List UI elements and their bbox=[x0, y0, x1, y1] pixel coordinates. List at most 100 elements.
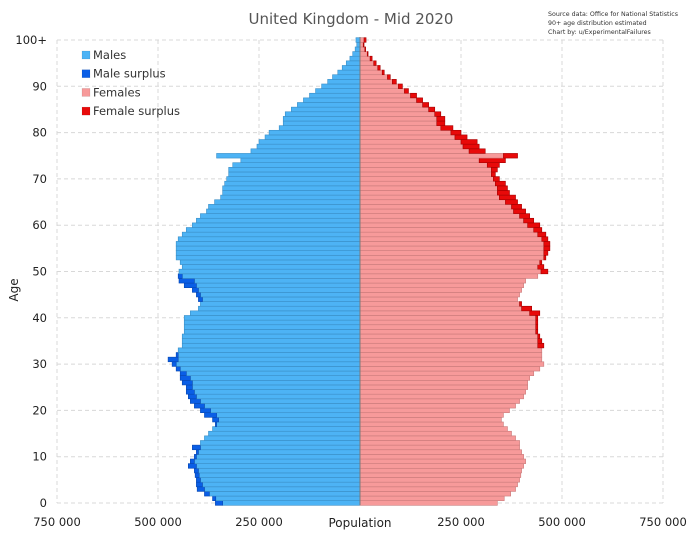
female-bar bbox=[359, 486, 516, 492]
female-bar bbox=[359, 389, 526, 395]
female-bar bbox=[359, 426, 508, 432]
male-surplus-bar bbox=[196, 481, 203, 488]
female-surplus-bar bbox=[523, 217, 535, 224]
y-tick-label: 90 bbox=[32, 79, 47, 93]
y-tick-label: 10 bbox=[32, 450, 47, 464]
female-surplus-bar bbox=[541, 236, 549, 242]
female-surplus-bar bbox=[519, 213, 530, 219]
legend-male-surplus: Male surplus bbox=[81, 67, 166, 81]
female-bar bbox=[359, 347, 543, 353]
female-bar bbox=[359, 310, 530, 316]
male-bar bbox=[177, 352, 361, 358]
x-tick-label: 750 000 bbox=[639, 515, 687, 529]
female-bar bbox=[359, 282, 524, 289]
female-bar bbox=[359, 430, 512, 437]
male-surplus-bar bbox=[198, 296, 203, 302]
x-tick-label: 500 000 bbox=[134, 515, 182, 529]
female-surplus-bar bbox=[529, 310, 541, 316]
male-bar bbox=[198, 305, 361, 312]
male-bar bbox=[200, 440, 361, 446]
male-bar bbox=[226, 176, 361, 182]
female-bar bbox=[359, 241, 545, 247]
female-bar bbox=[359, 111, 436, 117]
female-surplus-bar bbox=[537, 338, 543, 344]
female-bar bbox=[359, 231, 539, 238]
female-bar bbox=[359, 37, 365, 43]
female-surplus-bar bbox=[362, 42, 365, 48]
female-bar bbox=[359, 60, 375, 66]
female-bar bbox=[359, 264, 539, 270]
female-bar bbox=[359, 412, 504, 418]
male-bar bbox=[209, 491, 361, 497]
y-tick-label: 20 bbox=[32, 403, 47, 417]
female-surplus-bar bbox=[490, 171, 496, 177]
y-tick-label: 80 bbox=[32, 126, 47, 140]
female-bar bbox=[359, 403, 516, 409]
male-bar bbox=[200, 292, 361, 298]
legend-swatch bbox=[81, 88, 91, 97]
male-surplus-bar bbox=[175, 366, 181, 372]
female-bar bbox=[359, 153, 504, 159]
male-bar bbox=[206, 208, 361, 214]
female-surplus-bar bbox=[533, 227, 543, 233]
male-bar bbox=[196, 282, 361, 289]
x-tick-label: 250 000 bbox=[437, 515, 485, 529]
male-bar bbox=[222, 185, 361, 191]
female-bar bbox=[359, 333, 539, 339]
male-bar bbox=[181, 333, 361, 339]
male-surplus-bar bbox=[171, 361, 177, 367]
male-bar bbox=[202, 296, 361, 302]
female-bar bbox=[359, 97, 417, 103]
female-bar bbox=[359, 171, 492, 177]
male-surplus-bar bbox=[196, 477, 201, 483]
male-bar bbox=[175, 241, 361, 247]
female-surplus-bar bbox=[499, 194, 516, 201]
male-bar bbox=[215, 495, 361, 501]
y-tick-label: 40 bbox=[32, 311, 47, 325]
female-bar bbox=[359, 55, 371, 62]
female-surplus-bar bbox=[422, 102, 429, 108]
y-axis-ticks: 0 10 20 30 40 50 60 70 80 90 100+ bbox=[15, 33, 47, 510]
female-bar bbox=[359, 157, 480, 163]
male-bar bbox=[204, 486, 361, 492]
female-bar bbox=[359, 148, 470, 154]
male-surplus-bar bbox=[194, 403, 205, 409]
male-bar bbox=[196, 217, 361, 224]
female-surplus-bar bbox=[398, 83, 403, 89]
female-bar bbox=[359, 185, 498, 191]
male-bar bbox=[321, 83, 361, 89]
female-bar bbox=[359, 329, 537, 335]
male-surplus-bar bbox=[185, 384, 193, 390]
male-bar bbox=[214, 199, 361, 205]
male-surplus-bar bbox=[188, 463, 197, 469]
female-bar bbox=[359, 46, 366, 52]
male-bar bbox=[232, 162, 361, 168]
legend-label: Female surplus bbox=[93, 104, 180, 118]
legend-label: Male surplus bbox=[93, 67, 166, 81]
female-bar bbox=[359, 393, 524, 400]
female-bar bbox=[359, 222, 528, 228]
female-bar bbox=[359, 421, 504, 427]
male-bar bbox=[194, 458, 361, 464]
annotation-chart-by: Chart by: u/ExperimentalFailures bbox=[548, 29, 651, 36]
legend-swatch bbox=[81, 106, 91, 116]
male-surplus-bar bbox=[188, 393, 197, 400]
male-bar bbox=[181, 264, 361, 270]
legend-swatch bbox=[81, 50, 91, 60]
female-surplus-bar bbox=[535, 319, 539, 326]
female-bar bbox=[359, 199, 506, 205]
male-surplus-bar bbox=[192, 444, 201, 451]
female-surplus-bar bbox=[543, 250, 549, 256]
female-surplus-bar bbox=[490, 167, 498, 173]
female-surplus-bar bbox=[497, 190, 510, 196]
female-bar bbox=[359, 463, 524, 469]
legend: Males Male surplus Females Female surplus bbox=[81, 48, 180, 118]
annotation-estimate-note: 90+ age distribution estimated bbox=[548, 20, 647, 27]
female-bar bbox=[359, 102, 423, 108]
male-surplus-bar bbox=[215, 421, 217, 427]
male-bar bbox=[177, 236, 361, 242]
female-surplus-bar bbox=[511, 204, 522, 210]
male-bar bbox=[198, 467, 361, 474]
female-surplus-bar bbox=[404, 88, 409, 94]
